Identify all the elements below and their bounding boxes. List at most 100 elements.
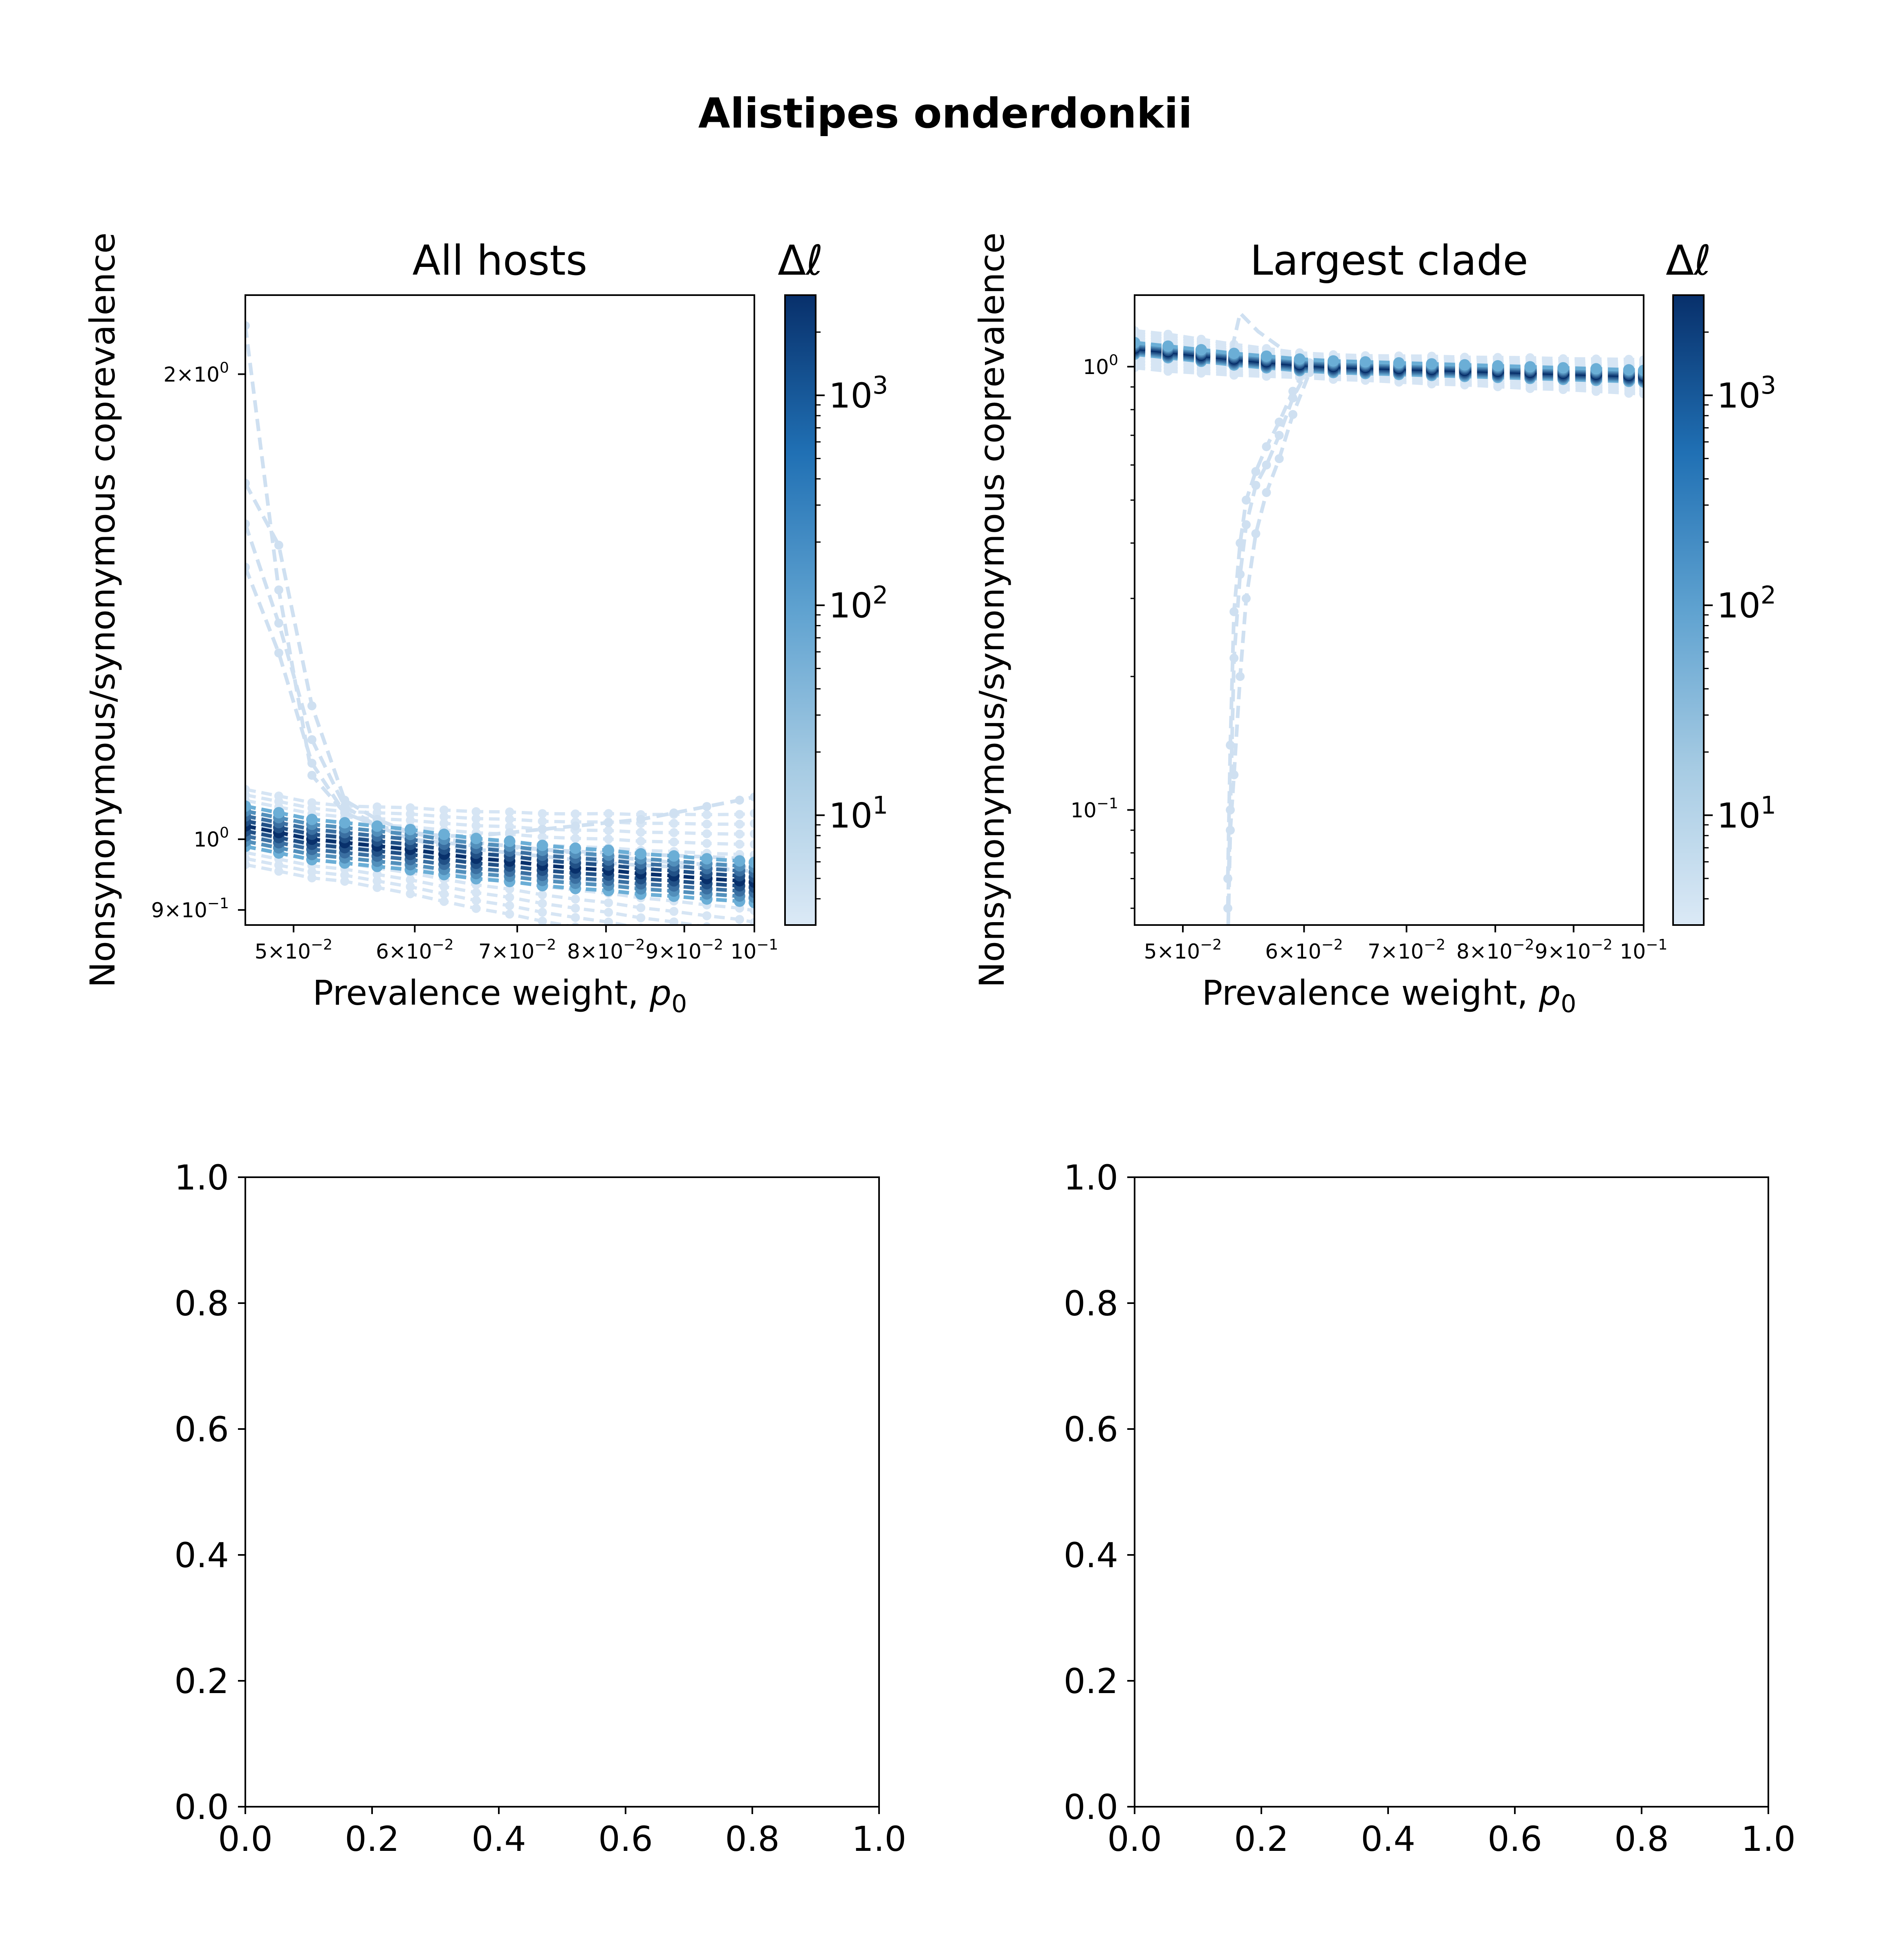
series-point-dark bbox=[306, 813, 318, 825]
outlier-series-point bbox=[1262, 442, 1271, 451]
outlier-series-point bbox=[1262, 460, 1271, 470]
series-point-dark bbox=[1261, 350, 1272, 362]
series-point-dark bbox=[339, 817, 351, 829]
series-point-light bbox=[1525, 353, 1535, 363]
outlier-series-point bbox=[669, 808, 679, 818]
series-point-light bbox=[505, 807, 514, 817]
outlier-series-point bbox=[245, 519, 250, 529]
x-axis-label: Prevalence weight, p0 bbox=[313, 973, 687, 1018]
colorbar-label: Δℓ bbox=[778, 236, 823, 284]
x-tick-label: 0.4 bbox=[471, 1819, 526, 1859]
series-point-light bbox=[604, 917, 613, 925]
outlier-series-point bbox=[245, 479, 250, 488]
series-point-dark bbox=[536, 840, 548, 851]
series-point-light bbox=[702, 911, 711, 921]
series-point-dark bbox=[1623, 364, 1635, 376]
colorbar-tick-label: 103 bbox=[1717, 371, 1776, 416]
series-point-light bbox=[604, 907, 613, 917]
series-point-light bbox=[702, 820, 711, 829]
outlier-series-point bbox=[1223, 939, 1232, 948]
series-point-light bbox=[505, 815, 514, 824]
series-point-light bbox=[1624, 354, 1633, 364]
series-point-light bbox=[735, 915, 744, 924]
series-point-light bbox=[750, 918, 754, 925]
y-tick-label: 10−1 bbox=[1070, 795, 1118, 822]
outlier-series-point bbox=[1288, 410, 1298, 419]
outlier-series-point bbox=[274, 618, 283, 628]
series-point-light bbox=[372, 870, 382, 879]
x-tick-label: 6×10−2 bbox=[376, 936, 453, 963]
series-point-light bbox=[571, 922, 580, 925]
y-tick-label: 0.2 bbox=[174, 1661, 229, 1701]
series-point-light bbox=[505, 909, 514, 919]
series-point-light bbox=[750, 906, 754, 915]
series-point-dark bbox=[1228, 347, 1240, 359]
panel-top-left: 5×10−2 6×10−2 7×10−2 8×10−2 9×10−2 10−1 2×100 1… bbox=[83, 233, 888, 1018]
series-point-light bbox=[440, 812, 449, 821]
outlier-series-point bbox=[1236, 538, 1245, 548]
x-tick-label: 10−1 bbox=[1620, 936, 1668, 963]
series-point-light bbox=[571, 913, 580, 922]
x-tick-label: 0.0 bbox=[218, 1819, 273, 1859]
series-point-light bbox=[471, 896, 481, 905]
outlier-series-line bbox=[245, 523, 754, 862]
outlier-series-line bbox=[245, 325, 754, 874]
series-point-light bbox=[440, 819, 449, 828]
outlier-series-point bbox=[1226, 826, 1235, 835]
series-point-light bbox=[1460, 352, 1469, 362]
x-tick-label: 0.0 bbox=[1107, 1819, 1162, 1859]
series-line-light bbox=[1135, 329, 1644, 362]
series-point-light bbox=[505, 893, 514, 902]
y-tick-label: 9×10−1 bbox=[151, 895, 229, 922]
y-tick-label: 100 bbox=[1083, 352, 1118, 379]
panel-bottom-left: 0.0 0.2 0.4 0.6 0.8 1.0 0.0 0.2 0.4 0.6 0.8 1.0 bbox=[174, 1158, 906, 1859]
series-point-light bbox=[406, 809, 415, 819]
colorbar-tick-label: 103 bbox=[829, 371, 888, 416]
y-tick-label: 0.0 bbox=[1063, 1787, 1118, 1827]
series-point-dark bbox=[371, 820, 383, 832]
panel-title: Largest clade bbox=[1250, 236, 1528, 284]
outlier-series-point bbox=[274, 648, 283, 658]
series-point-light bbox=[669, 837, 679, 847]
outlier-series-point bbox=[340, 808, 350, 818]
outlier-series-point bbox=[245, 321, 250, 330]
outlier-series-point bbox=[702, 802, 711, 811]
outlier-series-line bbox=[1226, 362, 1311, 879]
series-point-light bbox=[406, 889, 415, 898]
series-point-dark bbox=[1359, 356, 1371, 368]
series-point-dark bbox=[1328, 355, 1339, 367]
series-point-light bbox=[538, 832, 547, 842]
series-point-dark bbox=[1557, 362, 1569, 374]
series-point-dark bbox=[1492, 360, 1504, 372]
x-tick-label: 5×10−2 bbox=[255, 936, 332, 963]
outlier-series-line bbox=[1226, 372, 1312, 925]
colorbar bbox=[1672, 294, 1705, 926]
outlier-series-point bbox=[307, 701, 316, 710]
series-point-light bbox=[440, 897, 449, 906]
series-point-light bbox=[669, 917, 679, 925]
outlier-series-point bbox=[340, 802, 350, 811]
x-tick-label: 9×10−2 bbox=[645, 936, 723, 963]
series-point-dark bbox=[273, 807, 285, 819]
series-point-light bbox=[750, 809, 754, 818]
x-axis-label: Prevalence weight, p0 bbox=[1202, 973, 1577, 1018]
series-line-light bbox=[245, 799, 754, 836]
x-tick-label: 0.8 bbox=[725, 1819, 780, 1859]
series-point-dark bbox=[404, 824, 416, 836]
outlier-spike-line bbox=[1226, 309, 1283, 367]
series-point-dark bbox=[438, 829, 450, 840]
series-point-light bbox=[636, 836, 646, 846]
series-point-dark bbox=[1195, 344, 1207, 356]
series-point-light bbox=[571, 833, 580, 843]
x-tick-label: 8×10−2 bbox=[567, 936, 645, 963]
y-tick-label: 2×100 bbox=[164, 359, 229, 386]
colorbar-tick-label: 101 bbox=[829, 791, 888, 836]
y-tick-label: 1.0 bbox=[1063, 1158, 1118, 1198]
x-tick-label: 1.0 bbox=[852, 1819, 906, 1859]
plot-area bbox=[1135, 309, 1644, 948]
series-point-light bbox=[735, 810, 744, 819]
y-tick-label: 0.2 bbox=[1063, 1661, 1118, 1701]
series-point-light bbox=[538, 907, 547, 917]
series-point-light bbox=[735, 840, 744, 849]
outlier-series-point bbox=[274, 585, 283, 595]
